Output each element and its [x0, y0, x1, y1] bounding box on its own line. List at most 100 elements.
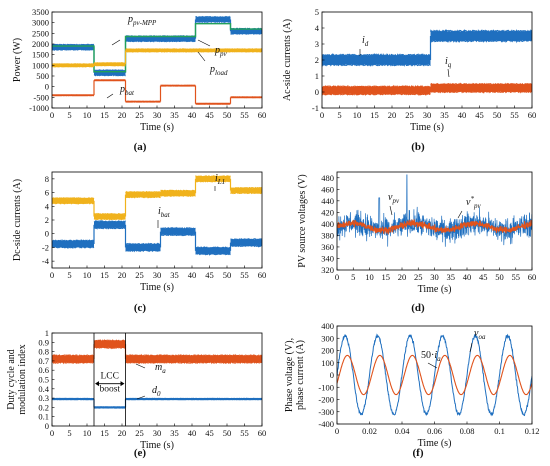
band-edge: [160, 39, 196, 43]
y-tick-label: -300: [318, 407, 334, 417]
y-tick-label: 2: [45, 215, 49, 225]
panel-label: (f): [413, 447, 424, 459]
band-edge: [125, 360, 262, 365]
panel-label: (b): [411, 141, 425, 153]
series-d0: [52, 397, 262, 409]
panel-label: (d): [411, 302, 425, 314]
band-edge: [52, 360, 95, 365]
band-segment: [125, 49, 161, 52]
x-tick-label: 10: [83, 428, 92, 438]
band-segment: [430, 31, 532, 41]
x-tick-label: 10: [83, 270, 92, 280]
y-tick-label: -500: [33, 92, 49, 102]
x-tick-label: 0: [50, 270, 54, 280]
band-segment: [160, 49, 196, 52]
y-tick-label: 0.7: [38, 356, 49, 366]
plot-area: [52, 175, 262, 256]
chart-f: 0 0.02 0.04 0.06 0.08 0.1 0.12 -400 -300 -200 -100…: [284, 321, 539, 459]
series-pload: [52, 48, 262, 68]
band-edge: [322, 52, 431, 58]
band-segment: [52, 198, 94, 204]
series-line: [337, 333, 532, 417]
band-segment: [94, 340, 126, 348]
band-edge: [230, 191, 262, 195]
series-annotation: iq: [445, 56, 452, 69]
band-edge: [160, 194, 196, 198]
annotation-pointer: [136, 395, 146, 400]
x-tick-label: 30: [153, 428, 162, 438]
y-tick-label: 4: [45, 201, 50, 211]
y-tick-label: 380: [321, 230, 334, 240]
series-annotation: d0: [152, 385, 161, 398]
band-edge: [52, 202, 95, 205]
band-edge: [52, 239, 95, 243]
x-tick-label: 15: [100, 270, 109, 280]
plot-area: [322, 29, 532, 97]
annotation-pointer: [469, 342, 473, 353]
band-edge: [93, 64, 126, 67]
series-annotation: pbat: [119, 84, 135, 97]
y-tick-label: 360: [321, 242, 334, 252]
x-tick-label: 0: [50, 110, 54, 120]
band-edge: [125, 242, 161, 246]
x-tick-label: 30: [153, 110, 162, 120]
x-axis-label: Time (s): [140, 440, 174, 451]
band-segment: [230, 239, 262, 246]
x-tick-label: 15: [100, 110, 109, 120]
y-tick-label: 300: [321, 333, 334, 343]
x-axis-label: Time (s): [418, 438, 452, 449]
x-tick-label: 35: [170, 270, 179, 280]
band-segment: [160, 228, 196, 235]
series-line: [337, 354, 532, 396]
annotations-a: ppv-MPP ppv pload pbat: [106, 14, 228, 99]
y-tick-label: 0.5: [38, 375, 49, 385]
y-tick-label: 400: [321, 321, 334, 331]
band-segment: [322, 55, 431, 65]
x-tick-label: 0: [320, 110, 324, 120]
series-vpvref: [337, 219, 532, 235]
band-edge: [93, 212, 126, 216]
y-axis-label-1: Phase voltage (V),: [284, 338, 295, 412]
annotation-pointer: [457, 210, 463, 219]
y-tick-label: -400: [318, 419, 334, 429]
y-tick-label: 400: [321, 219, 334, 229]
x-tick-label: 0: [50, 428, 54, 438]
panel-label: (e): [134, 447, 147, 459]
x-tick-label: 0.1: [494, 426, 505, 436]
band-edge: [125, 195, 161, 199]
annotations-d: vpv v*pv: [388, 192, 481, 219]
x-tick-label: 0.12: [525, 426, 540, 436]
band-segment: [160, 190, 196, 196]
annotations-c: iL1 ibat: [157, 173, 225, 228]
band-segment: [94, 406, 126, 408]
x-tick-label: 50: [495, 272, 504, 282]
band-edge: [430, 82, 532, 87]
x-tick-label: 35: [170, 110, 179, 120]
band-edge: [93, 226, 126, 230]
series-ia50: [337, 354, 532, 396]
y-tick-label: 3: [315, 39, 319, 49]
band-edge: [230, 237, 262, 241]
band-edge: [52, 353, 95, 358]
y-tick-label: 0.6: [38, 365, 49, 375]
x-tick-label: 40: [463, 272, 472, 282]
band-edge: [160, 189, 196, 193]
x-tick-label: 0.02: [362, 426, 377, 436]
band-edge: [93, 219, 126, 224]
x-tick-label: 40: [188, 110, 197, 120]
band-edge: [230, 186, 262, 190]
band-segment: [195, 17, 231, 22]
y-tick-label: 0.1: [38, 412, 49, 422]
y-tick-label: 6: [45, 188, 49, 198]
band-edge: [93, 346, 126, 350]
x-tick-label: 40: [458, 110, 467, 120]
y-tick-label: 420: [321, 207, 334, 217]
y-tick-label: 1500: [32, 50, 49, 60]
band-edge: [52, 48, 95, 52]
annotation-pointer: [197, 51, 206, 62]
band-edge: [52, 245, 95, 250]
x-tick-label: 10: [365, 272, 374, 282]
boost-label: boost: [99, 385, 120, 395]
band-edge: [125, 39, 161, 43]
band-segment: [195, 247, 231, 254]
